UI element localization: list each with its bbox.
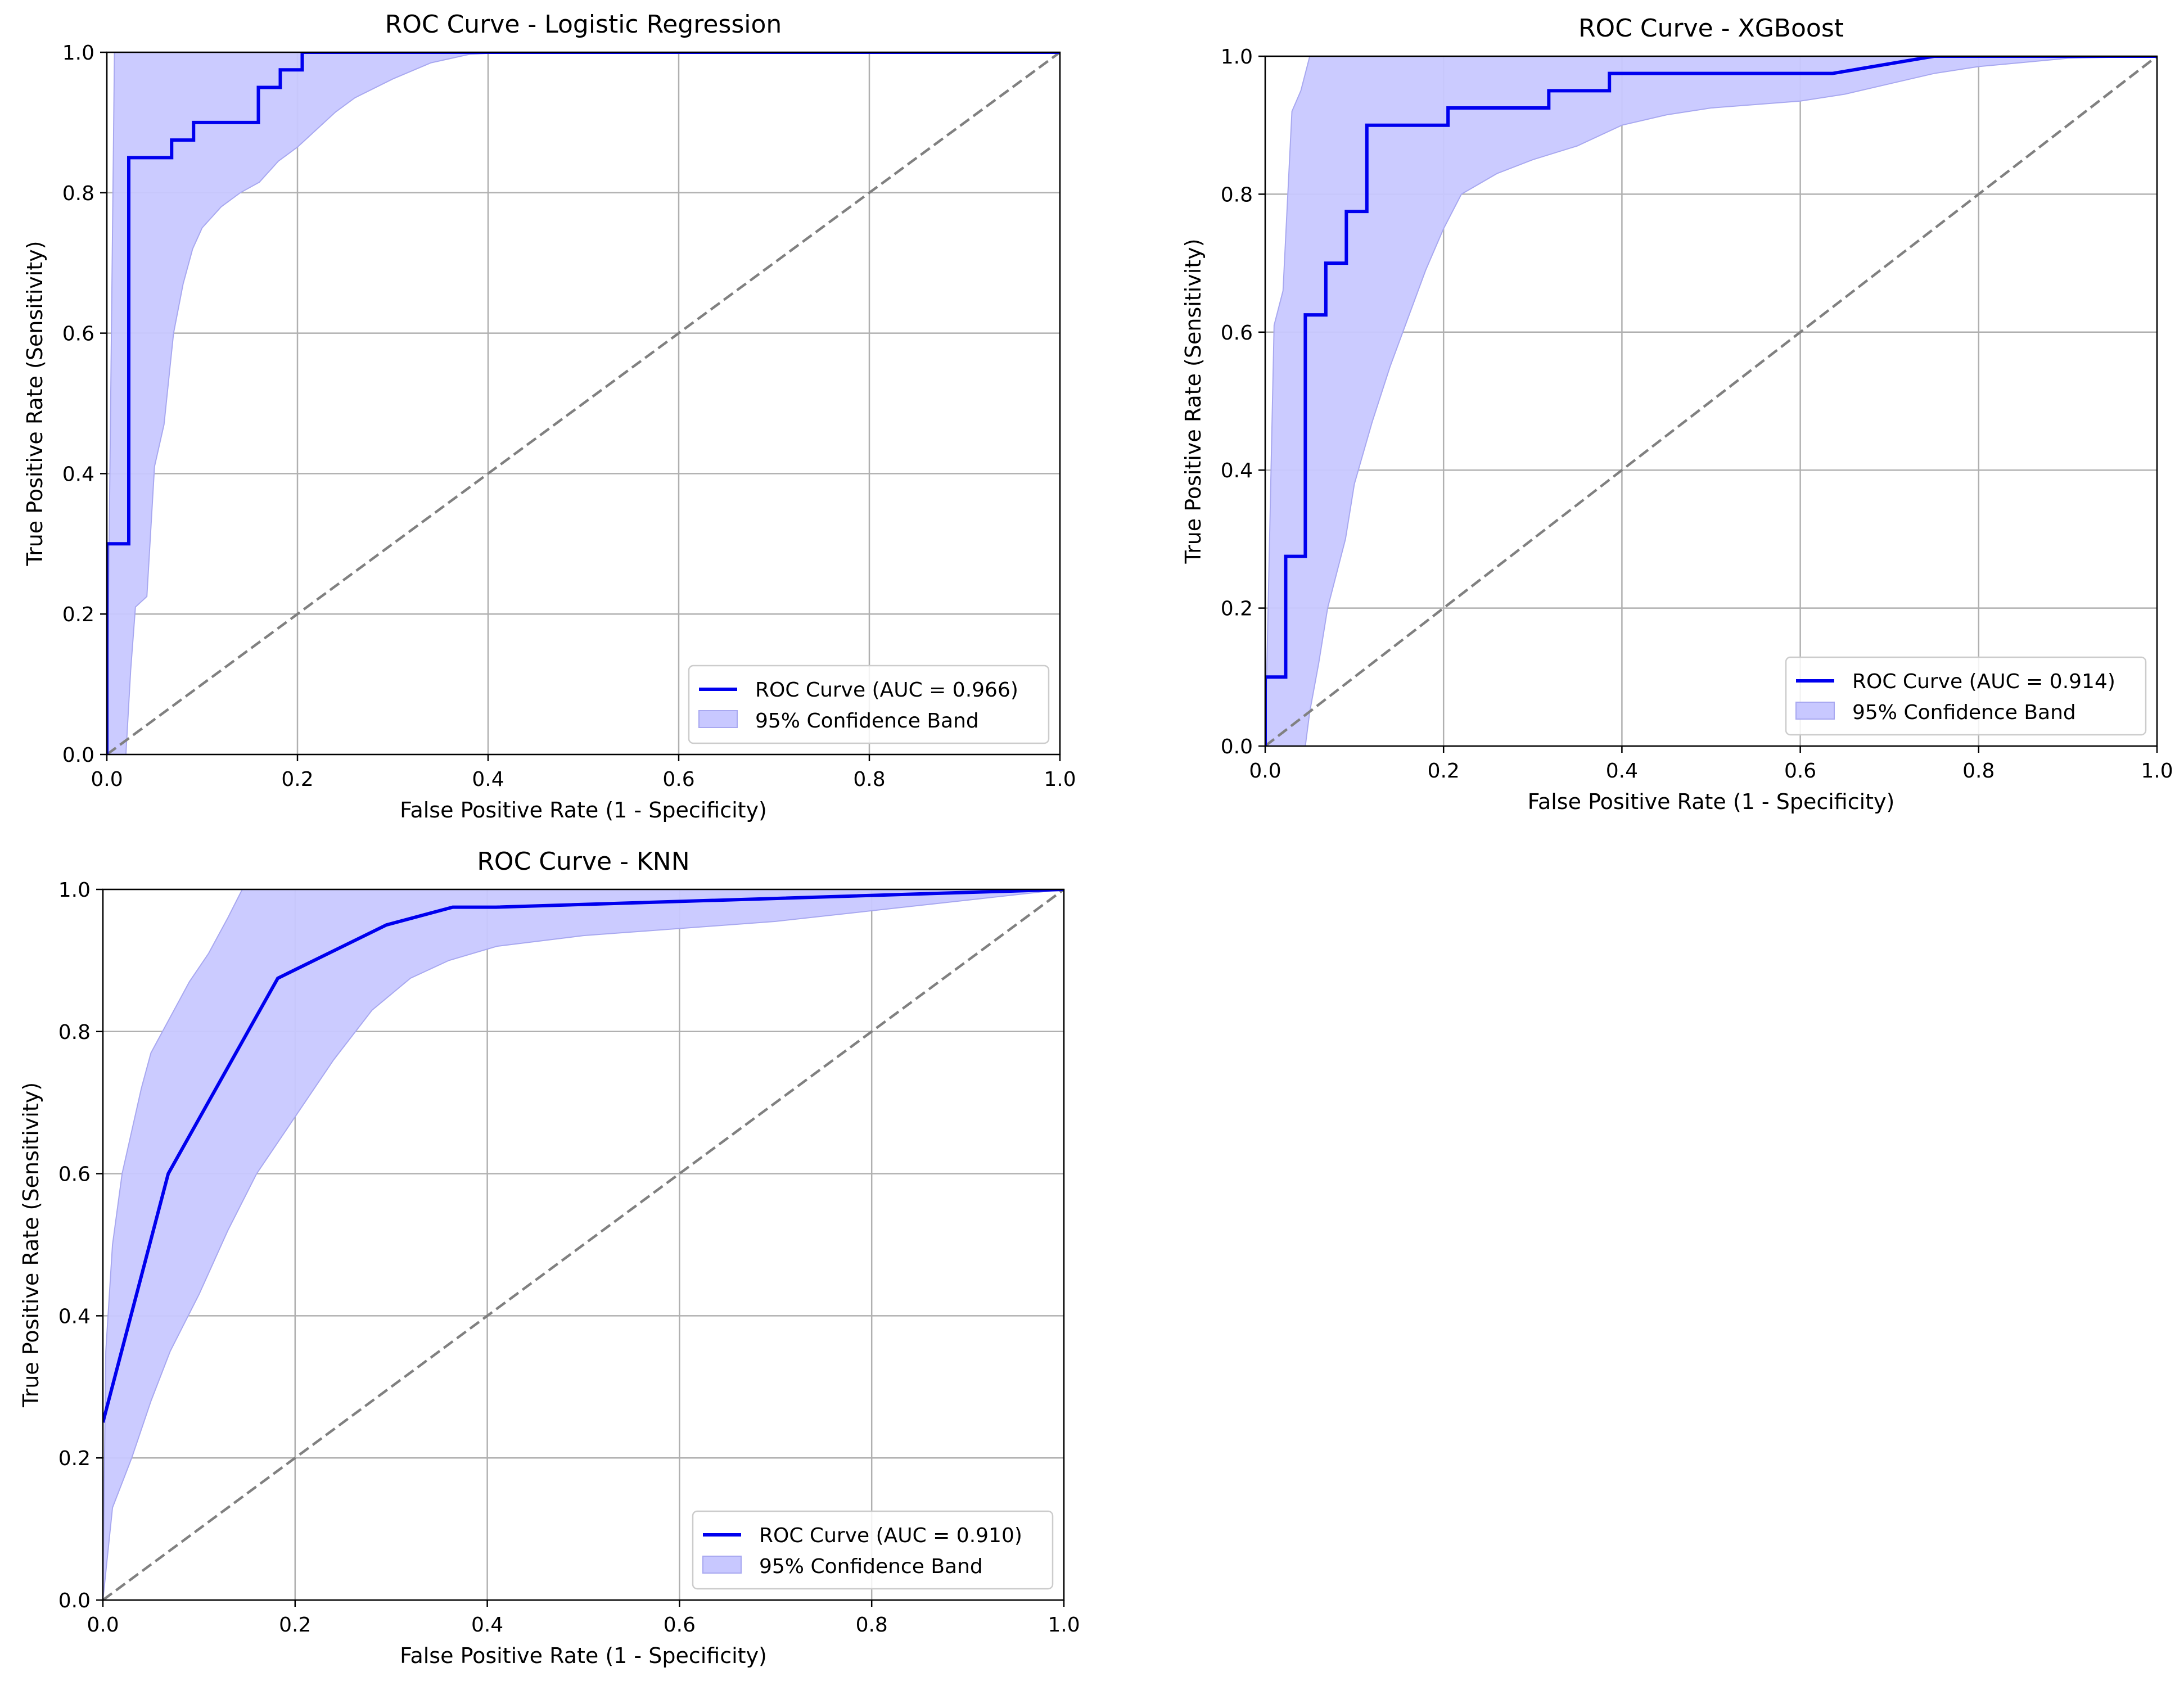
chart3-ytick-label-5: 1.0 (58, 879, 91, 902)
chart1-xtick-label-0: 0.0 (91, 768, 123, 791)
chart3-legend-roc-label: ROC Curve (AUC = 0.910) (759, 1524, 1022, 1547)
chart1-axes-frame (106, 51, 1061, 756)
chart1-panel: 0.0 0.2 0.4 0.6 0.8 1.0 0.0 0.2 0.4 0.6 0.8 1.0 ROC … (22, 10, 1076, 823)
chart3-ytick-label-1: 0.2 (58, 1447, 91, 1470)
chart2-xtick-label-2: 0.4 (1606, 760, 1638, 783)
chart1-ytick-label-1: 0.2 (62, 603, 94, 626)
chart2-axes-frame (1264, 55, 2158, 747)
chart1-legend-band-label: 95% Confidence Band (755, 710, 979, 733)
chart3-panel: 0.0 0.2 0.4 0.6 0.8 1.0 0.0 0.2 0.4 0.6 0.8 1.0 ROC … (19, 847, 1080, 1668)
chart2-title: ROC Curve - XGBoost (1578, 14, 1844, 43)
chart1-ytick-label-4: 0.8 (62, 182, 94, 205)
chart3-ytick-label-4: 0.8 (58, 1021, 91, 1044)
chart2-legend-roc-label: ROC Curve (AUC = 0.914) (1852, 670, 2115, 693)
chart3-title: ROC Curve - KNN (477, 847, 689, 876)
chart2-roc-curve (1265, 56, 2157, 746)
chart2-xtick-label-4: 0.8 (1962, 760, 1995, 783)
chart1-xtick-label-2: 0.4 (472, 768, 504, 791)
chart1-ytick-label-5: 1.0 (62, 42, 94, 65)
chart2-legend: ROC Curve (AUC = 0.914) 95% Confidence Ba… (1785, 656, 2147, 736)
chart3-legend-band-label: 95% Confidence Band (759, 1555, 983, 1578)
chart1-x-axis-label: False Positive Rate (1 - Specificity) (400, 798, 767, 823)
chart1-xtick-label-1: 0.2 (281, 768, 313, 791)
chart2-chance-line (1265, 56, 2157, 746)
chart1-xtick-label-5: 1.0 (1044, 768, 1076, 791)
chart2-ytick-label-1: 0.2 (1221, 598, 1253, 621)
chart1-xtick-label-4: 0.8 (853, 768, 885, 791)
chart2-ytick-label-2: 0.4 (1221, 459, 1253, 482)
chart1-xtick-label-3: 0.6 (662, 768, 694, 791)
chart2-xtick-label-1: 0.2 (1428, 760, 1460, 783)
chart1-ytick-label-2: 0.4 (62, 463, 94, 486)
chart3-confidence-band (103, 889, 1064, 1600)
chart1-legend-roc-label: ROC Curve (AUC = 0.966) (755, 679, 1018, 702)
chart3-xtick-label-5: 1.0 (1048, 1614, 1080, 1637)
chart2-plot-area (1265, 56, 2157, 746)
chart1-chance-line (107, 52, 1060, 754)
chart2-panel: 0.0 0.2 0.4 0.6 0.8 1.0 0.0 0.2 0.4 0.6 0.8 1.0 ROC … (1181, 14, 2173, 814)
chart2-xtick-label-3: 0.6 (1784, 760, 1816, 783)
chart3-x-axis-label: False Positive Rate (1 - Specificity) (400, 1643, 767, 1668)
chart2-ytick-label-0: 0.0 (1221, 735, 1253, 758)
chart3-ytick-label-2: 0.4 (58, 1305, 91, 1328)
chart2-legend-band-swatch (1795, 702, 1835, 720)
chart3-xtick-label-4: 0.8 (856, 1614, 888, 1637)
chart3-xtick-label-1: 0.2 (279, 1614, 311, 1637)
chart1-roc-curve (107, 52, 1060, 754)
chart2-ytick-label-3: 0.6 (1221, 322, 1253, 345)
chart1-legend-band-swatch (698, 710, 738, 728)
chart3-plot-area (103, 889, 1064, 1600)
chart2-xtick-label-5: 1.0 (2141, 760, 2173, 783)
chart2-legend-band-label: 95% Confidence Band (1852, 701, 2076, 724)
chart1-title: ROC Curve - Logistic Regression (385, 10, 782, 39)
chart2-confidence-band (1265, 56, 2157, 746)
chart3-ytick-label-3: 0.6 (58, 1163, 91, 1186)
chart3-roc-curve (103, 889, 1064, 1423)
chart3-legend: ROC Curve (AUC = 0.910) 95% Confidence Ba… (692, 1510, 1054, 1590)
chart3-chance-line (103, 889, 1064, 1600)
chart2-ytick-label-5: 1.0 (1221, 46, 1253, 69)
chart3-xtick-label-0: 0.0 (87, 1614, 119, 1637)
chart3-xtick-label-3: 0.6 (664, 1614, 696, 1637)
chart3-legend-band-swatch (702, 1556, 742, 1574)
chart2-y-axis-label: True Positive Rate (Sensitivity) (1181, 238, 1206, 564)
chart1-y-axis-label: True Positive Rate (Sensitivity) (22, 241, 47, 566)
chart1-legend: ROC Curve (AUC = 0.966) 95% Confidence Ba… (688, 665, 1050, 744)
chart1-plot-area (107, 52, 1060, 754)
chart1-legend-box (688, 665, 1050, 744)
chart3-xtick-label-2: 0.4 (471, 1614, 503, 1637)
chart2-xtick-label-0: 0.0 (1249, 760, 1281, 783)
chart2-ytick-label-4: 0.8 (1221, 183, 1253, 206)
chart3-y-axis-label: True Positive Rate (Sensitivity) (19, 1082, 43, 1408)
chart1-ytick-label-3: 0.6 (62, 323, 94, 346)
chart1-ytick-label-0: 0.0 (62, 744, 94, 767)
chart3-ytick-label-0: 0.0 (58, 1589, 91, 1612)
chart2-legend-box (1785, 656, 2147, 736)
chart2-x-axis-label: False Positive Rate (1 - Specificity) (1528, 789, 1895, 814)
chart3-legend-box (692, 1510, 1054, 1590)
chart3-axes-frame (102, 888, 1065, 1601)
